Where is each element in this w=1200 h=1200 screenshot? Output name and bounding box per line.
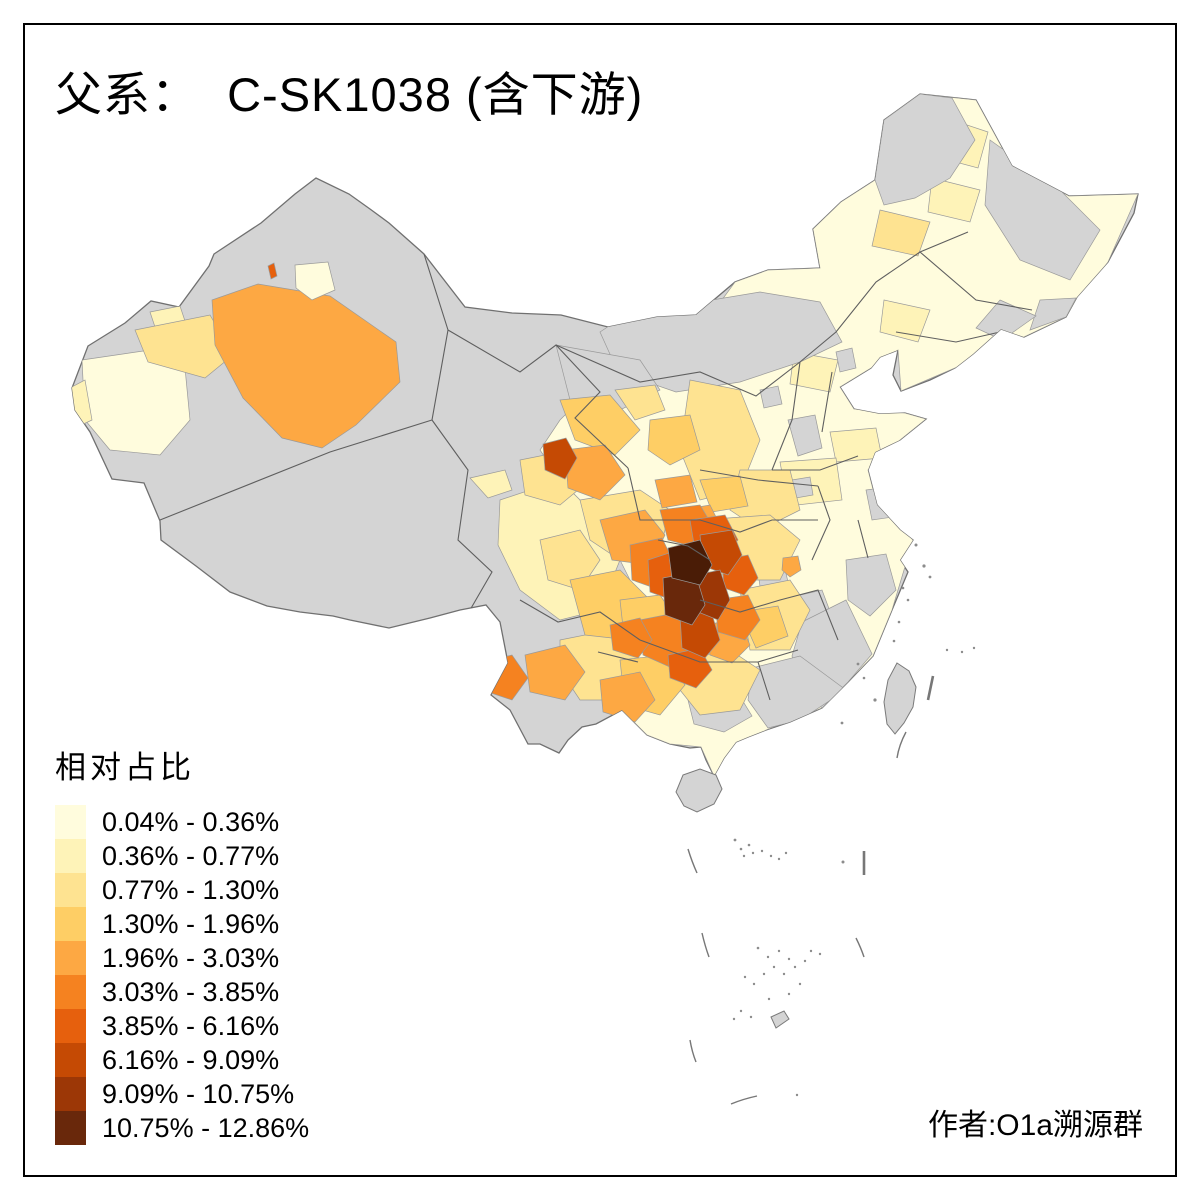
- province-boundary: [895, 251, 1033, 343]
- legend-row: 0.04% - 0.36%: [55, 805, 309, 839]
- map-region: [879, 299, 931, 343]
- legend-swatch: [55, 1111, 86, 1145]
- hainan-island: [675, 768, 723, 813]
- south-sea-islet: [770, 1010, 790, 1029]
- map-regions: [72, 94, 1138, 776]
- legend-swatch: [55, 975, 86, 1009]
- legend-label: 0.36% - 0.77%: [102, 840, 280, 871]
- legend-row: 1.96% - 3.03%: [55, 941, 309, 975]
- map-region: [599, 671, 656, 723]
- map-region: [699, 475, 749, 513]
- map-region: [667, 539, 713, 586]
- sea-island-dots: [732, 543, 976, 1097]
- legend: 相对占比 0.04% - 0.36% 0.36% - 0.77% 0.77% -…: [55, 742, 309, 1145]
- map-region: [927, 177, 981, 223]
- province-boundary: [772, 455, 859, 471]
- province-boundary: [771, 361, 833, 471]
- attribution: 作者:O1a溯源群: [927, 1109, 1143, 1142]
- map-region: [845, 553, 897, 617]
- legend-swatch: [55, 839, 86, 873]
- province-boundary: [699, 589, 839, 641]
- map-region: [787, 414, 823, 457]
- legend-swatch: [55, 873, 86, 907]
- province-boundary: [627, 467, 818, 533]
- legend-label: 0.77% - 1.30%: [102, 874, 280, 905]
- legend-label: 0.04% - 0.36%: [102, 806, 280, 837]
- legend-swatch: [55, 1043, 86, 1077]
- legend-label: 1.96% - 3.03%: [102, 942, 280, 973]
- sea-dash-lines: [687, 675, 935, 1105]
- legend-label: 10.75% - 12.86%: [102, 1112, 310, 1143]
- map-region: [294, 261, 336, 301]
- province-boundary: [639, 639, 799, 701]
- map-region: [654, 474, 698, 509]
- map-region: [789, 351, 839, 393]
- legend-swatch: [55, 805, 86, 839]
- map-region: [134, 314, 234, 379]
- legend-swatch: [55, 907, 86, 941]
- province-boundary: [447, 329, 629, 469]
- taiwan-island: [883, 662, 917, 735]
- map-region: [614, 384, 666, 421]
- legend-row: 1.30% - 1.96%: [55, 907, 309, 941]
- legend-row: 9.09% - 10.75%: [55, 1077, 309, 1111]
- map-region: [835, 347, 857, 373]
- legend-label: 9.09% - 10.75%: [102, 1078, 295, 1109]
- legend-label: 6.16% - 9.09%: [102, 1044, 280, 1075]
- legend-label: 1.30% - 1.96%: [102, 908, 280, 939]
- map-region: [865, 485, 901, 521]
- map-region: [524, 644, 586, 701]
- legend-row: 6.16% - 9.09%: [55, 1043, 309, 1077]
- map-region: [759, 385, 783, 409]
- map-region: [1029, 297, 1077, 331]
- legend-row: 0.36% - 0.77%: [55, 839, 309, 873]
- map-region: [609, 617, 653, 659]
- legend-label: 3.85% - 6.16%: [102, 1010, 280, 1041]
- legend-swatch: [55, 1077, 86, 1111]
- legend-row: 0.77% - 1.30%: [55, 873, 309, 907]
- legend-row: 3.03% - 3.85%: [55, 975, 309, 1009]
- map-region: [564, 444, 626, 501]
- province-boundary: [657, 539, 711, 561]
- map-region: [781, 555, 802, 578]
- legend-row: 10.75% - 12.86%: [55, 1111, 309, 1145]
- province-boundary: [431, 419, 493, 611]
- province-boundary: [699, 469, 819, 487]
- map-region: [542, 437, 578, 480]
- map-region: [469, 469, 513, 499]
- page-title: 父系： C-SK1038 (含下游): [55, 68, 644, 121]
- legend-swatch: [55, 941, 86, 975]
- map-region: [267, 262, 278, 280]
- legend-swatch: [55, 1009, 86, 1043]
- legend-title: 相对占比: [55, 750, 195, 785]
- province-boundary: [519, 599, 641, 663]
- map-region: [647, 414, 701, 466]
- map-region: [874, 94, 976, 206]
- plot-frame: [23, 23, 1177, 1177]
- legend-label: 3.03% - 3.85%: [102, 976, 280, 1007]
- province-boundaries: [159, 231, 1033, 701]
- legend-row: 3.85% - 6.16%: [55, 1009, 309, 1043]
- map-region: [871, 209, 931, 257]
- map-region: [559, 394, 641, 456]
- province-boundary: [811, 485, 869, 561]
- map-region: [539, 529, 601, 591]
